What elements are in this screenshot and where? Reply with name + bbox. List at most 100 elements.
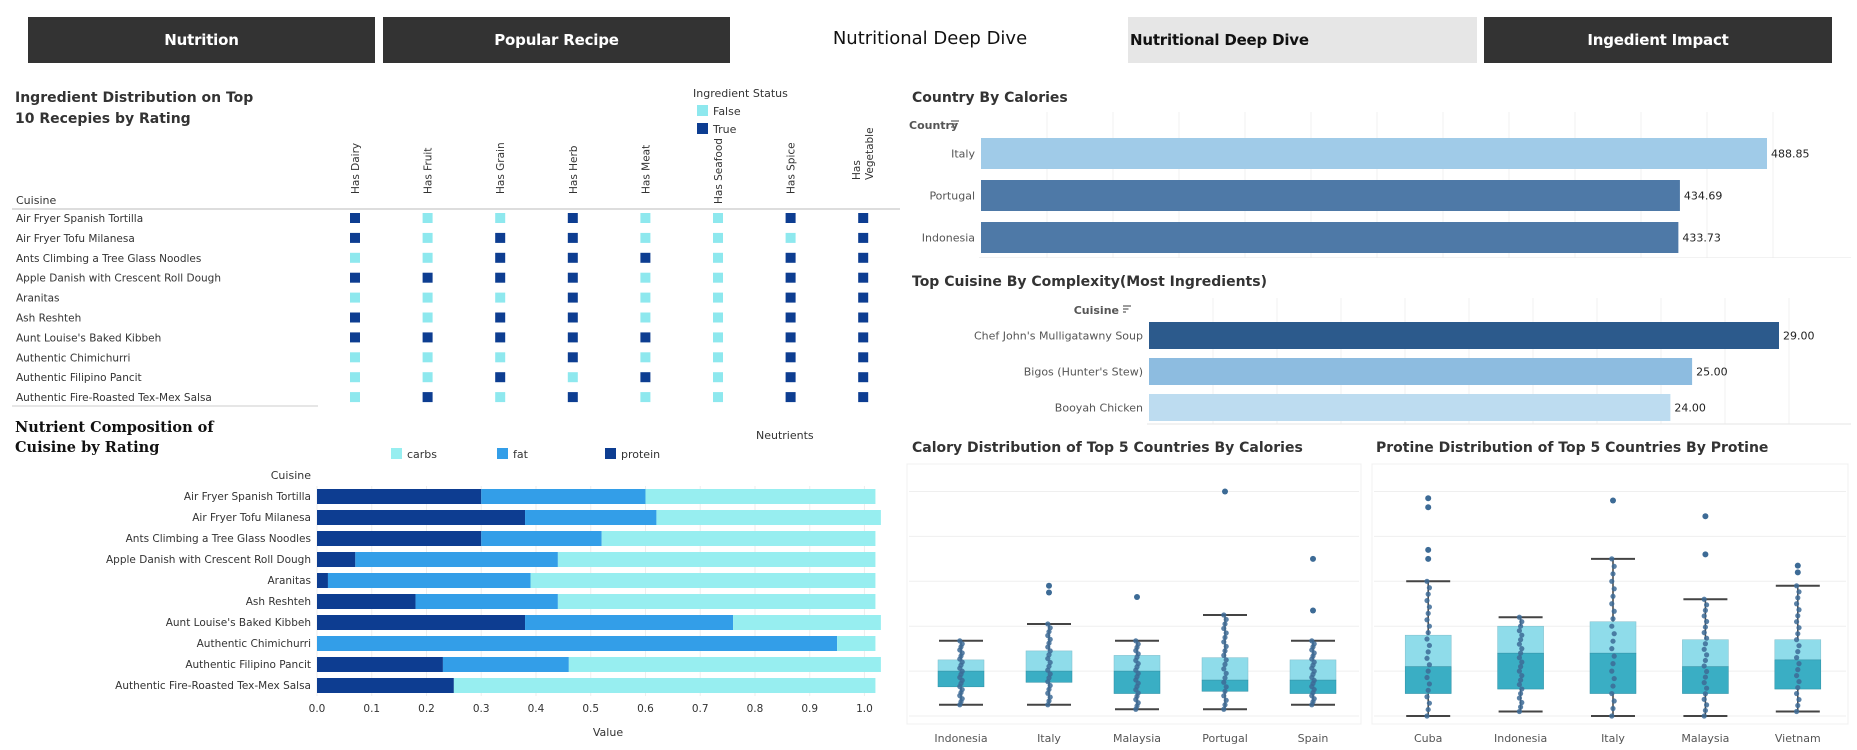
y-tick-label: Bigos (Hunter's Stew) [1024,366,1143,379]
data-point [1519,632,1525,638]
data-point [1611,563,1617,569]
status-marker [495,312,506,323]
x-tick-label: 0.6 [637,703,654,715]
bar-segment-protein [317,573,328,588]
status-marker [495,292,506,303]
bar-segment-protein [317,615,526,630]
status-marker [495,272,506,283]
y-axis-title: Country [909,119,958,132]
bar-segment-fat [415,594,558,609]
bar [981,138,1767,169]
outlier-point [1425,555,1432,562]
tab-nutritional-deep-dive[interactable]: Nutritional Deep Dive [1128,17,1477,63]
status-marker [495,392,506,403]
data-point [1309,638,1315,644]
status-marker [640,312,651,323]
legend-swatch-carbs [391,448,402,459]
data-point [1611,675,1617,682]
data-point [1516,641,1522,647]
data-point [1796,625,1802,631]
status-marker [350,372,360,383]
data-point [1704,618,1710,625]
bar-segment-carbs [557,594,876,609]
status-marker [858,272,869,283]
data-point [1795,613,1801,619]
bar-segment-carbs [557,552,876,567]
data-point [1047,682,1053,689]
data-point [1223,670,1229,676]
status-marker [422,213,433,223]
tab-ingredient-impact[interactable]: Ingedient Impact [1484,17,1832,63]
status-marker [350,332,360,343]
data-point [1796,678,1802,685]
data-point [1794,655,1800,661]
data-point [1609,690,1615,697]
data-point [1611,698,1617,704]
outlier-point [1425,504,1432,511]
data-point [1794,672,1800,679]
data-point [1424,674,1430,681]
data-point [1424,694,1430,700]
column-header: Has Meat [640,145,652,194]
bar [1149,394,1671,421]
data-point [1516,708,1522,715]
bar-segment-protein [317,678,454,693]
data-point [1518,623,1524,629]
bar-segment-fat [525,615,734,630]
legend-swatch-protein [605,448,616,459]
data-point [1425,630,1431,636]
x-tick-label: 0.8 [747,703,764,715]
y-axis-title: Cuisine [271,469,311,482]
calory-distribution-chart: Indonesia Italy Malaysia Portugal Spain [906,463,1362,745]
data-point [1047,648,1053,654]
row-label: Authentic Filipino Pancit [16,372,142,384]
data-point [1222,661,1228,667]
column-header: Has Herb [568,145,580,194]
data-point [1796,589,1802,595]
legend-label-true: True [712,123,737,136]
bar-segment-fat [481,489,646,504]
status-marker [495,232,506,243]
tab-popular-recipe[interactable]: Popular Recipe [383,17,730,63]
data-point [1519,659,1525,665]
bar-segment-protein [317,657,443,672]
data-point [1610,683,1616,689]
data-point [1424,617,1430,623]
data-point [1796,696,1802,703]
status-marker [422,352,433,363]
status-marker [713,232,723,243]
y-tick-label: Air Fryer Spanish Tortilla [184,491,311,503]
status-marker [713,312,723,323]
data-point [1519,619,1525,625]
tab-nutrition[interactable]: Nutrition [28,17,375,63]
status-marker [350,213,360,223]
status-marker [350,312,360,323]
bar-segment-fat [327,573,531,588]
status-marker [713,392,723,403]
bar-segment-carbs [645,489,876,504]
outlier-point [1794,569,1801,576]
data-point [1223,630,1229,636]
row-label: Authentic Chimichurri [16,352,130,364]
status-marker [858,252,869,263]
data-point [1426,585,1432,591]
outlier-point [1310,607,1316,614]
data-point [1611,586,1617,592]
y-tick-label: Ants Climbing a Tree Glass Noodles [126,533,311,545]
plot-frame [1371,463,1849,725]
status-marker [495,372,506,383]
row-label: Ash Reshteh [16,313,81,325]
bar-segment-carbs [656,510,881,525]
calory-distribution-title: Calory Distribution of Top 5 Countries B… [912,440,1303,456]
data-point [1047,636,1053,642]
data-point [1796,607,1802,613]
data-point [1519,699,1525,706]
data-point [1425,706,1431,713]
status-marker [422,392,433,403]
data-point [1426,604,1432,610]
row-header: Cuisine [16,194,56,207]
x-tick-label: 0.7 [692,703,709,715]
legend-swatch-false [697,105,708,116]
data-point [1425,687,1431,693]
bar-segment-fat [317,636,838,651]
